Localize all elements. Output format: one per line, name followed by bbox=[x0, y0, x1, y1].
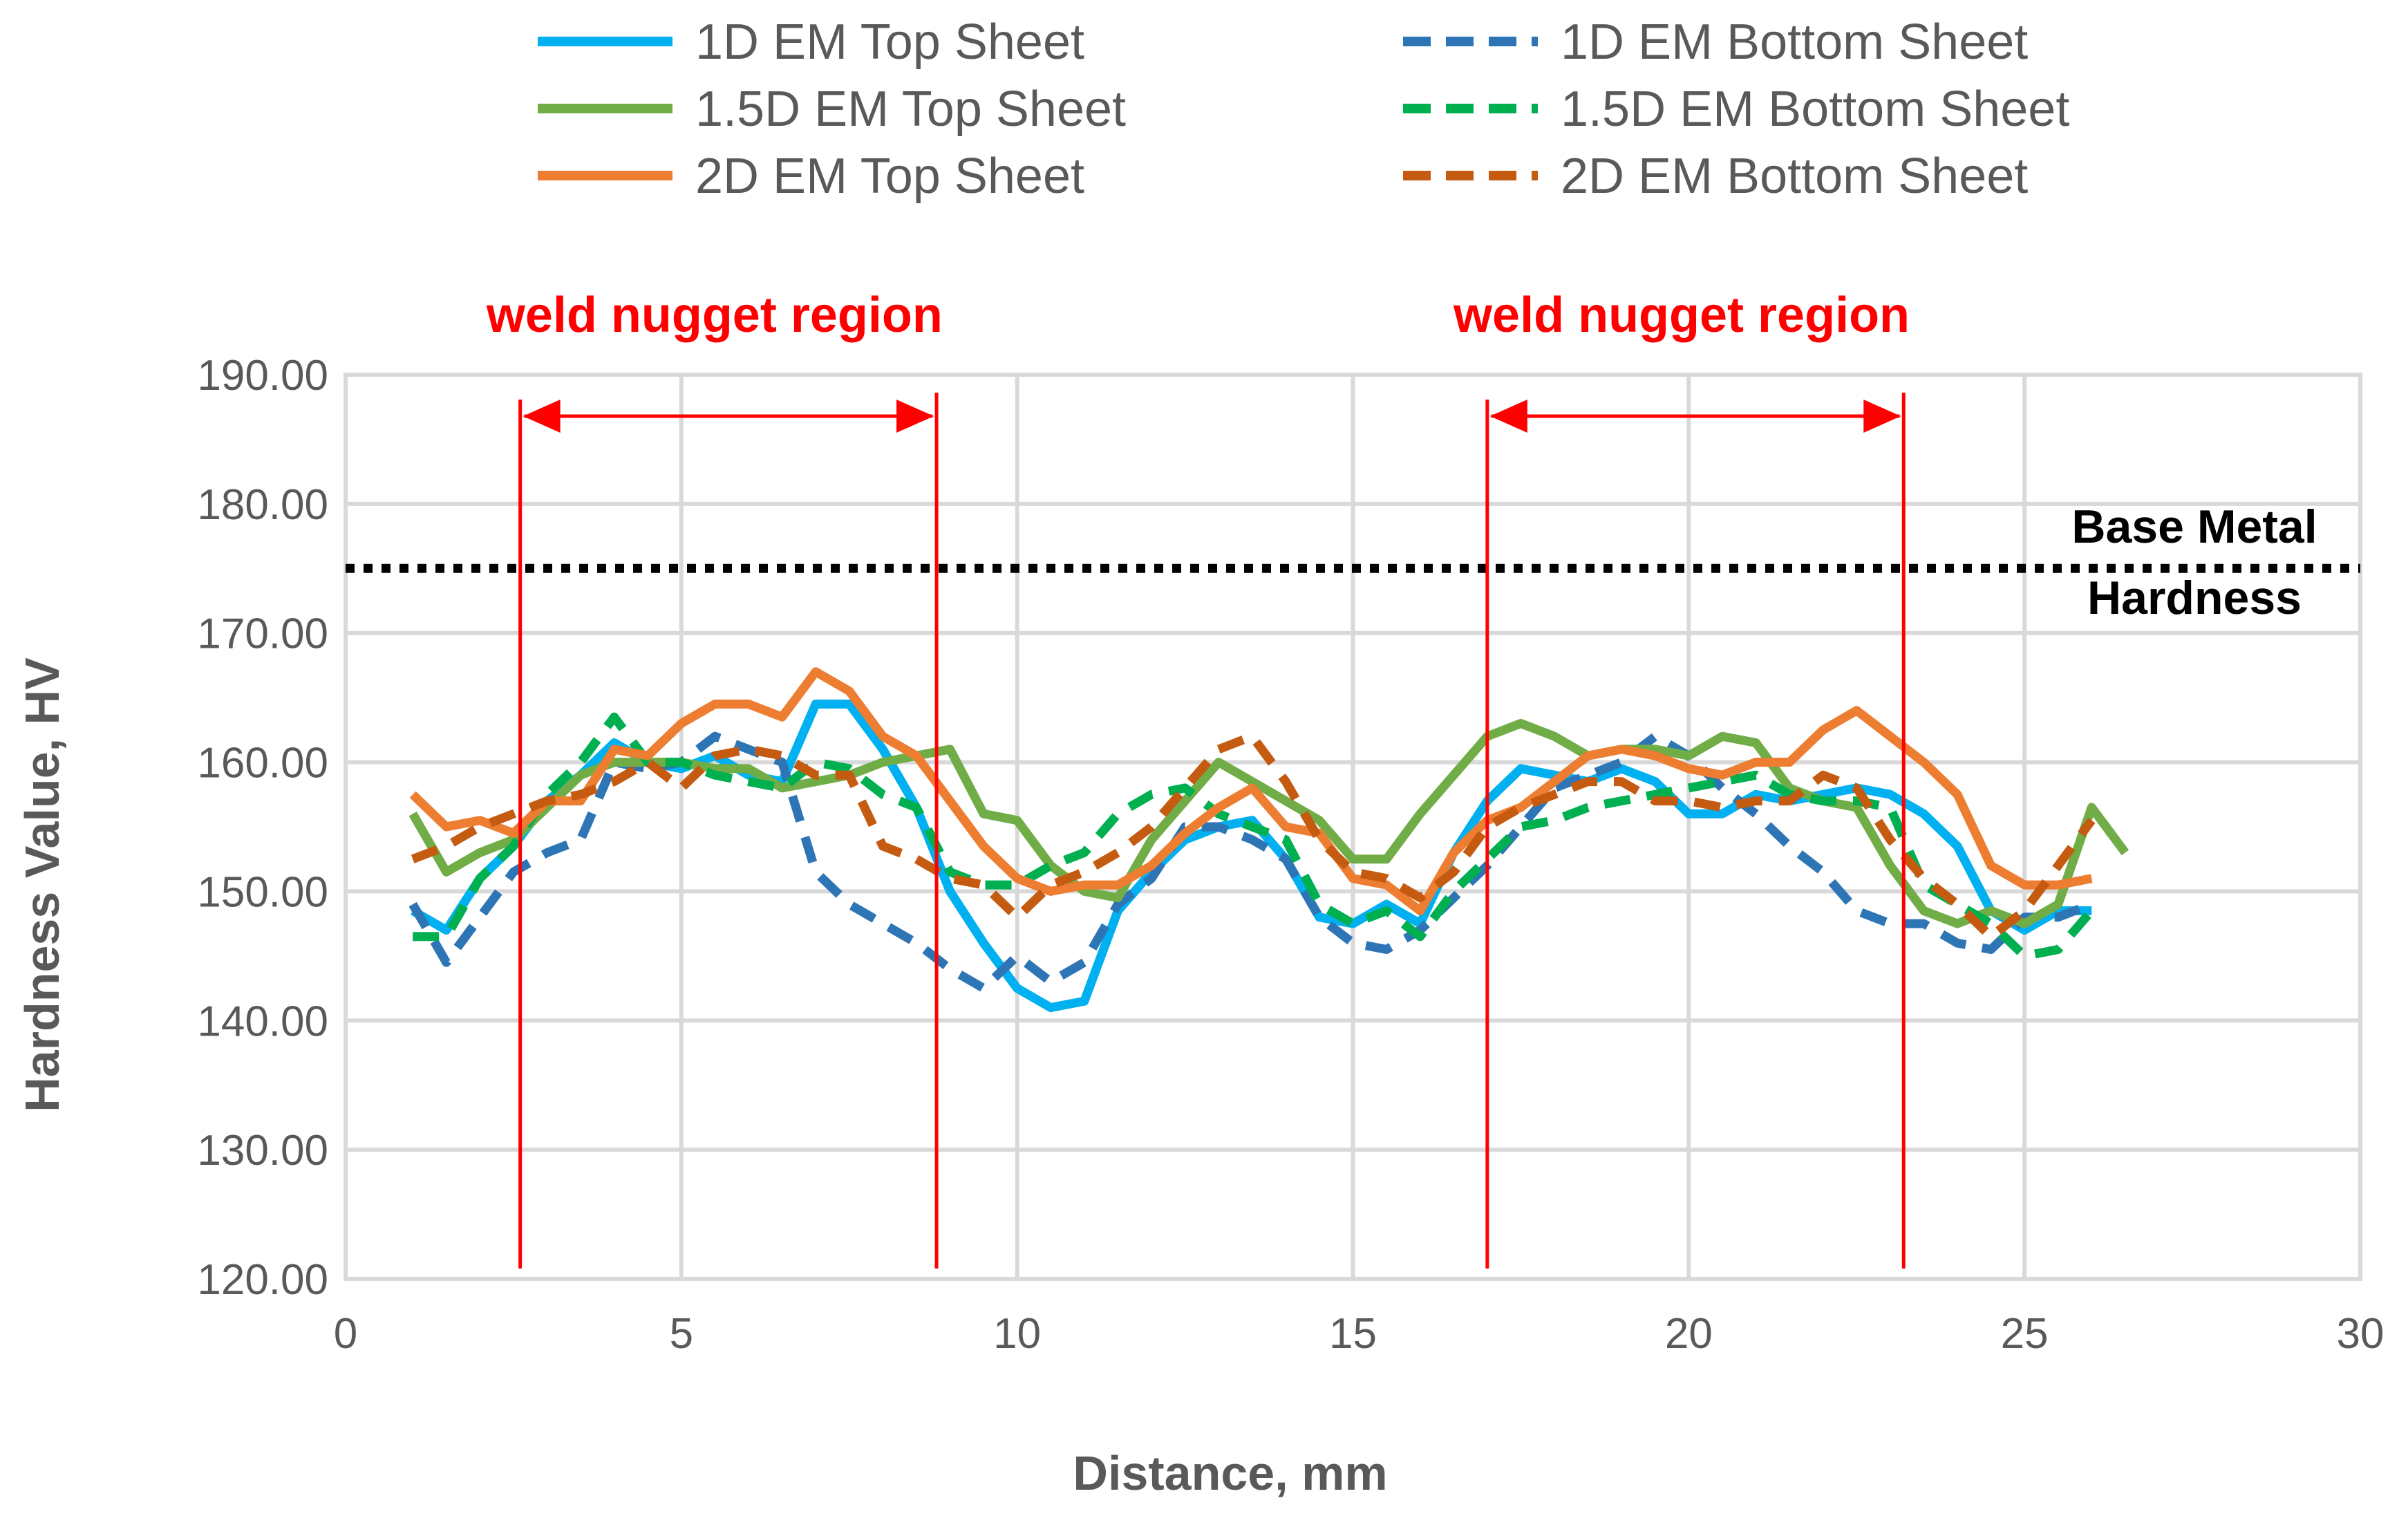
x-tick-label: 5 bbox=[670, 1310, 693, 1358]
series-line bbox=[411, 731, 2096, 942]
region-layer: weld nugget region weld nugget region bbox=[486, 288, 1910, 1269]
series-line bbox=[408, 731, 2094, 993]
legend-label: 1.5D EM Top Sheet bbox=[695, 82, 1126, 137]
x-tick-label: 30 bbox=[2337, 1310, 2385, 1358]
y-tick-label: 150.00 bbox=[197, 868, 328, 916]
y-tick-label: 130.00 bbox=[197, 1127, 328, 1175]
region-arrowhead-right bbox=[1863, 400, 1901, 433]
series-line bbox=[413, 712, 2096, 961]
region-arrowhead-left bbox=[1489, 400, 1527, 433]
x-tick-label: 25 bbox=[2001, 1310, 2049, 1358]
x-tick-label: 10 bbox=[993, 1310, 1041, 1358]
tick-labels: 120.00 130.00 140.00 150.00 160.00 170.00 180.… bbox=[197, 352, 2384, 1358]
plot-area-border bbox=[344, 373, 2362, 1281]
x-tick-label: 0 bbox=[334, 1310, 357, 1358]
base-metal-label: Base Metal bbox=[2071, 500, 2317, 553]
reference-layer: Base Metal Hardness bbox=[346, 500, 2360, 624]
y-tick-label: 180.00 bbox=[197, 481, 328, 529]
legend-label: 2D EM Top Sheet bbox=[695, 149, 1084, 204]
region-arrowhead-left bbox=[523, 400, 561, 433]
y-axis-title: Hardness Value, HV bbox=[15, 657, 69, 1112]
x-tick-label: 20 bbox=[1665, 1310, 1713, 1358]
series-layer bbox=[408, 667, 2129, 1013]
series-line bbox=[408, 719, 2129, 928]
x-axis-title: Distance, mm bbox=[1073, 1446, 1387, 1500]
weld-nugget-region-label: weld nugget region bbox=[486, 288, 943, 343]
legend-label: 2D EM Bottom Sheet bbox=[1561, 149, 2028, 204]
series-line bbox=[409, 667, 2093, 915]
legend-label: 1.5D EM Bottom Sheet bbox=[1561, 82, 2069, 137]
legend: 1D EM Top Sheet 1D EM Bottom Sheet 1.5D EM… bbox=[538, 15, 2069, 204]
y-tick-label: 160.00 bbox=[197, 740, 328, 787]
legend-label: 1D EM Top Sheet bbox=[695, 15, 1084, 70]
weld-nugget-region-label: weld nugget region bbox=[1453, 288, 1910, 343]
y-tick-label: 120.00 bbox=[197, 1256, 328, 1304]
y-tick-label: 140.00 bbox=[197, 998, 328, 1045]
hardness-label: Hardness bbox=[2087, 572, 2302, 624]
region-arrowhead-right bbox=[896, 400, 934, 433]
y-tick-label: 170.00 bbox=[197, 610, 328, 658]
legend-label: 1D EM Bottom Sheet bbox=[1561, 15, 2028, 70]
y-tick-label: 190.00 bbox=[197, 352, 328, 400]
x-tick-label: 15 bbox=[1329, 1310, 1377, 1358]
